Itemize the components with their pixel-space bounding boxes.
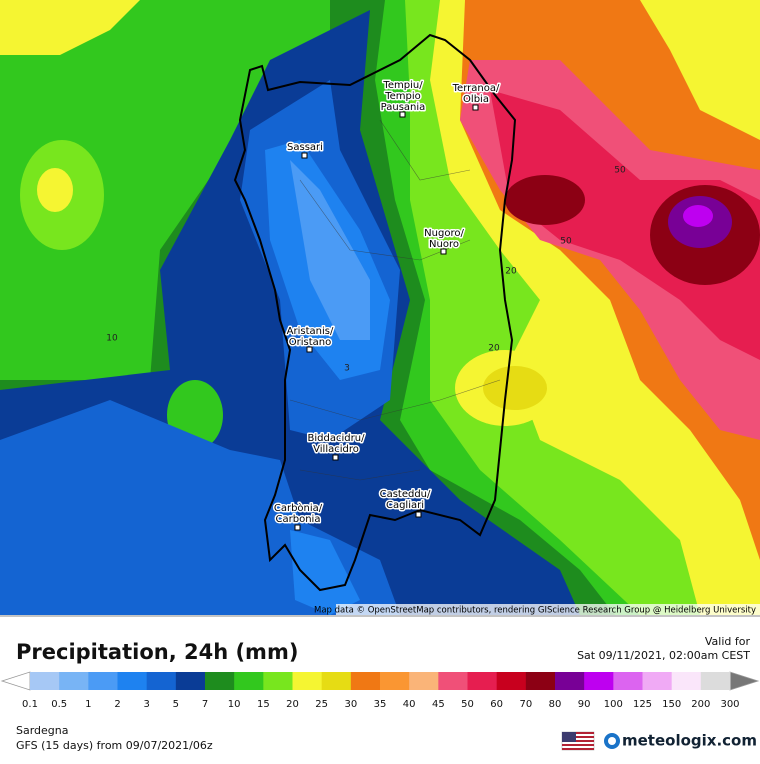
- scale-swatch: [438, 672, 468, 690]
- scale-swatch: [205, 672, 235, 690]
- scale-label: 0.1: [22, 699, 38, 710]
- legend-title: Precipitation, 24h (mm): [16, 640, 298, 664]
- scale-label: 80: [549, 699, 562, 710]
- scale-label: 25: [315, 699, 328, 710]
- scale-label: 5: [173, 699, 179, 710]
- region: Sardegna: [16, 724, 69, 737]
- scale-swatch: [584, 672, 614, 690]
- scale-label: 20: [286, 699, 299, 710]
- scale-label: 300: [720, 699, 739, 710]
- scale-label: 70: [519, 699, 532, 710]
- scale-label: 60: [490, 699, 503, 710]
- scale-swatch: [700, 672, 731, 690]
- city-label: Aristanis/Oristano: [287, 326, 334, 348]
- scale-label: 50: [461, 699, 474, 710]
- brand[interactable]: meteologix.com: [622, 732, 757, 750]
- scale-swatch: [263, 672, 293, 690]
- scale-label: 2: [114, 699, 120, 710]
- scale-swatch: [555, 672, 585, 690]
- contour-label: 50: [560, 237, 572, 247]
- scale-arrow-high: [729, 671, 760, 691]
- attribution: Map data © OpenStreetMap contributors, r…: [314, 606, 756, 616]
- scale-label: 0.5: [51, 699, 67, 710]
- scale-label: 150: [662, 699, 681, 710]
- scale-swatch: [409, 672, 439, 690]
- contour-label: 20: [488, 344, 500, 354]
- legend: Precipitation, 24h (mm) Valid for Sat 09…: [0, 635, 760, 752]
- scale-swatch: [496, 672, 527, 690]
- scale-label: 40: [403, 699, 416, 710]
- contour-label: 50: [614, 166, 626, 176]
- scale-swatch: [380, 672, 410, 690]
- scale-swatch: [525, 672, 556, 690]
- scale-swatch: [613, 672, 643, 690]
- scale-swatch: [59, 672, 89, 690]
- scale-swatch: [671, 672, 702, 690]
- scale-swatch: [175, 672, 206, 690]
- scale-swatch: [30, 672, 60, 690]
- scale-swatch: [350, 672, 381, 690]
- city-label: Terranoa/Olbia: [452, 83, 500, 105]
- scale-swatch: [467, 672, 498, 690]
- scale-swatch: [117, 672, 148, 690]
- scale-swatch: [234, 672, 264, 690]
- model-run: GFS (15 days) from 09/07/2021/06z: [16, 739, 213, 752]
- color-scale: 0.1 0.5 1 2 3 5 7 10 15 20 25 30 35 40 45 50 60 70 80 90 100…: [0, 671, 760, 710]
- city-label: Biddacidru/Villacidro: [308, 433, 366, 455]
- scale-arrow-low: [0, 671, 31, 691]
- city-label: Carbònia/Carbonia: [274, 502, 323, 525]
- city-label: Tempiu/Tempio Pausania: [381, 80, 426, 113]
- scale-swatch: [642, 672, 673, 690]
- scale-label: 35: [374, 699, 387, 710]
- city-label: Casteddu/Cagliari: [380, 489, 431, 511]
- valid-time: Sat 09/11/2021, 02:00am CEST: [577, 649, 750, 662]
- contour-label: 3: [344, 364, 350, 374]
- scale-label: 125: [633, 699, 652, 710]
- scale-label: 100: [604, 699, 623, 710]
- contour-label: 20: [505, 267, 517, 277]
- scale-label: 200: [691, 699, 710, 710]
- city-markers: [294, 104, 479, 531]
- valid-for: Valid for: [705, 635, 751, 648]
- city-label: Sassari: [287, 142, 323, 153]
- scale-label: 10: [228, 699, 241, 710]
- flag: [561, 731, 595, 751]
- city-label: Nugoro/Nuoro: [424, 228, 464, 250]
- contour-label: 10: [106, 334, 118, 344]
- scale-swatch: [321, 672, 352, 690]
- map: Tempiu/Tempio Pausania Terranoa/Olbia Sas…: [0, 0, 760, 616]
- scale-label: 30: [344, 699, 357, 710]
- scale-label: 45: [432, 699, 445, 710]
- scale-label: 1: [85, 699, 91, 710]
- scale-swatch: [146, 672, 177, 690]
- scale-label: 15: [257, 699, 270, 710]
- scale-swatch: [292, 672, 323, 690]
- scale-swatch: [88, 672, 118, 690]
- scale-label: 3: [143, 699, 149, 710]
- scale-label: 90: [578, 699, 591, 710]
- scale-label: 7: [202, 699, 208, 710]
